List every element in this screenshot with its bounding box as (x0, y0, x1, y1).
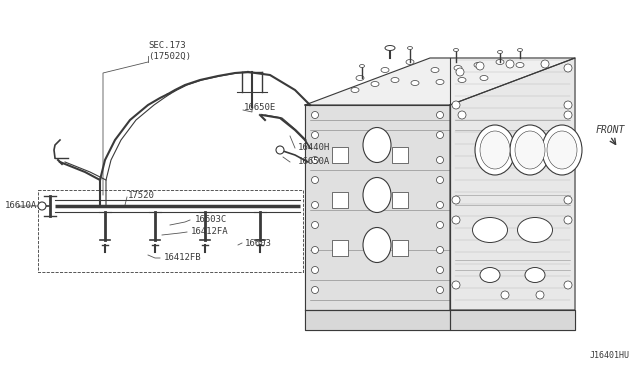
Circle shape (312, 176, 319, 183)
Circle shape (541, 60, 549, 68)
Ellipse shape (516, 62, 524, 67)
Ellipse shape (454, 65, 462, 71)
Circle shape (312, 131, 319, 138)
Circle shape (476, 62, 484, 70)
Circle shape (564, 64, 572, 72)
Ellipse shape (381, 67, 389, 73)
Ellipse shape (510, 125, 550, 175)
Ellipse shape (480, 76, 488, 80)
Circle shape (452, 101, 460, 109)
Circle shape (536, 291, 544, 299)
Circle shape (312, 247, 319, 253)
Circle shape (436, 112, 444, 119)
Text: 16610A: 16610A (5, 201, 37, 209)
Circle shape (436, 266, 444, 273)
Ellipse shape (547, 131, 577, 169)
Ellipse shape (472, 218, 508, 243)
Ellipse shape (497, 51, 502, 54)
Text: 16603C: 16603C (195, 215, 227, 224)
Text: 16603: 16603 (245, 238, 272, 247)
Polygon shape (450, 58, 575, 310)
Text: SEC.173: SEC.173 (148, 41, 186, 50)
Circle shape (276, 146, 284, 154)
Ellipse shape (518, 48, 522, 51)
Ellipse shape (436, 80, 444, 84)
Ellipse shape (475, 125, 515, 175)
Ellipse shape (474, 62, 482, 67)
Circle shape (312, 286, 319, 294)
Circle shape (312, 221, 319, 228)
Circle shape (564, 101, 572, 109)
Ellipse shape (496, 60, 504, 64)
Ellipse shape (385, 45, 395, 51)
Circle shape (436, 202, 444, 208)
Text: 16440H: 16440H (298, 142, 330, 151)
Ellipse shape (411, 80, 419, 86)
Ellipse shape (454, 48, 458, 51)
Ellipse shape (356, 76, 364, 80)
Circle shape (452, 216, 460, 224)
Circle shape (436, 157, 444, 164)
Ellipse shape (525, 267, 545, 282)
Text: J16401HU: J16401HU (590, 351, 630, 360)
Ellipse shape (391, 77, 399, 83)
Ellipse shape (360, 64, 365, 67)
Circle shape (564, 196, 572, 204)
Polygon shape (450, 310, 575, 330)
Ellipse shape (363, 228, 391, 263)
Circle shape (436, 286, 444, 294)
Circle shape (564, 216, 572, 224)
FancyBboxPatch shape (332, 192, 348, 208)
Circle shape (501, 291, 509, 299)
Ellipse shape (406, 60, 414, 64)
Text: 16650A: 16650A (298, 157, 330, 167)
Circle shape (506, 60, 514, 68)
Polygon shape (305, 105, 450, 310)
Text: (17502Q): (17502Q) (148, 52, 191, 61)
FancyBboxPatch shape (392, 192, 408, 208)
Ellipse shape (515, 131, 545, 169)
Text: FRONT: FRONT (596, 125, 625, 135)
Circle shape (312, 266, 319, 273)
Circle shape (564, 281, 572, 289)
Circle shape (38, 202, 46, 210)
FancyBboxPatch shape (392, 147, 408, 163)
Circle shape (312, 157, 319, 164)
Ellipse shape (351, 87, 359, 93)
Polygon shape (305, 310, 450, 330)
Text: 16650E: 16650E (244, 103, 276, 112)
Circle shape (436, 247, 444, 253)
Polygon shape (305, 58, 575, 105)
FancyBboxPatch shape (392, 240, 408, 256)
Ellipse shape (458, 77, 466, 83)
Ellipse shape (480, 267, 500, 282)
Circle shape (458, 111, 466, 119)
FancyBboxPatch shape (332, 147, 348, 163)
Circle shape (312, 202, 319, 208)
Circle shape (312, 112, 319, 119)
Circle shape (436, 131, 444, 138)
Ellipse shape (518, 218, 552, 243)
Circle shape (436, 176, 444, 183)
Ellipse shape (542, 125, 582, 175)
Circle shape (452, 196, 460, 204)
Ellipse shape (480, 131, 510, 169)
Circle shape (456, 68, 464, 76)
FancyBboxPatch shape (332, 240, 348, 256)
Circle shape (436, 221, 444, 228)
Ellipse shape (408, 46, 413, 49)
Ellipse shape (431, 67, 439, 73)
Text: 16412FA: 16412FA (191, 228, 228, 237)
Ellipse shape (363, 177, 391, 212)
Circle shape (564, 111, 572, 119)
Circle shape (452, 281, 460, 289)
Text: 17520: 17520 (128, 192, 155, 201)
Ellipse shape (363, 128, 391, 163)
Ellipse shape (371, 81, 379, 87)
Text: 16412FB: 16412FB (164, 253, 202, 263)
